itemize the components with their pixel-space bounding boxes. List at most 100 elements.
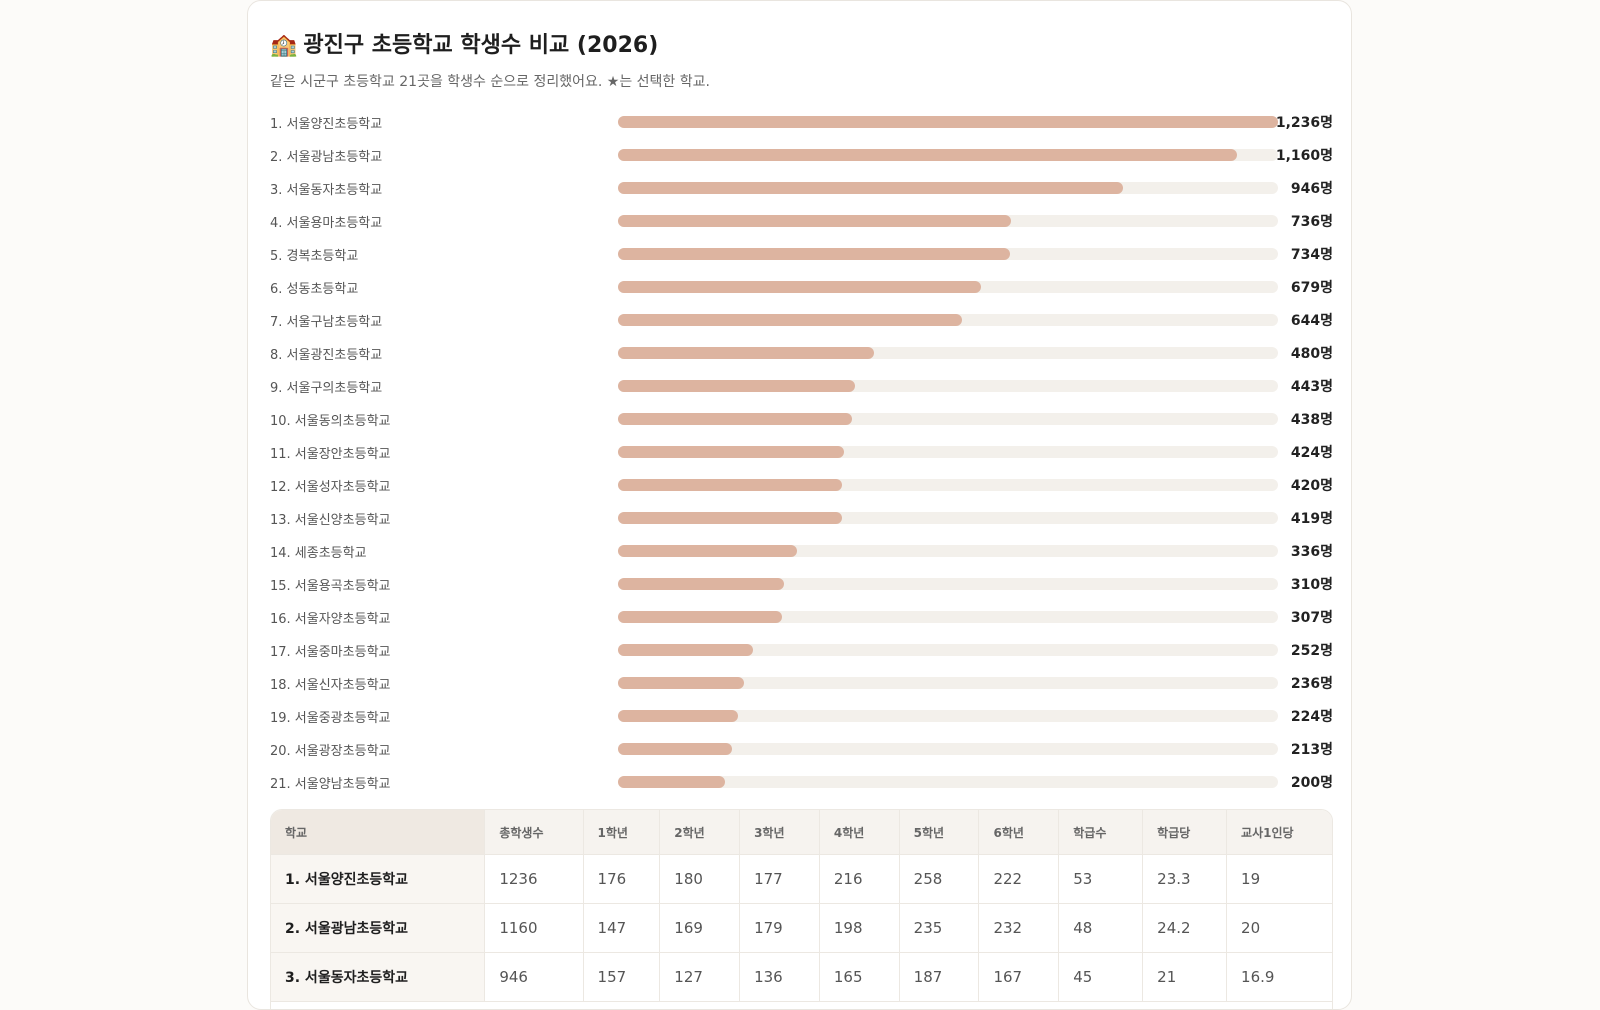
table-cell: 187	[898, 952, 979, 1002]
table-row: 2. 서울광남초등학교 1160 147 169 179 198 235 232 48 24.2 2…	[271, 903, 1332, 953]
table-cell: 165	[818, 952, 900, 1002]
table-cell: 136	[739, 952, 820, 1002]
bar	[618, 644, 753, 656]
table-cell: 147	[582, 903, 660, 953]
table-column-header: 3학년	[739, 810, 820, 855]
table-cell: 177	[739, 854, 820, 904]
bar-category-label: 10. 서울동의초등학교	[270, 414, 391, 429]
bar-row: 3. 서울동자초등학교 946명	[270, 171, 1333, 204]
table-cell: 23.3	[1142, 854, 1227, 904]
bar-track	[618, 446, 1278, 458]
bar-track	[618, 578, 1278, 590]
comparison-card: 🏫 광진구 초등학교 학생수 비교 (2026) 같은 시군구 초등학교 21곳을…	[247, 0, 1352, 1010]
bar-track	[618, 479, 1278, 491]
bar-track	[618, 182, 1278, 194]
bar-value-label: 224명	[1290, 709, 1333, 725]
bar-category-label: 12. 서울성자초등학교	[270, 480, 391, 495]
table-school-name-cell: 2. 서울광남초등학교	[271, 903, 485, 953]
table-cell: 232	[978, 903, 1059, 953]
bar	[618, 347, 874, 359]
table-cell: 21	[1142, 952, 1227, 1002]
bar-track	[618, 149, 1278, 161]
table-cell: 127	[659, 952, 740, 1002]
table-cell: 258	[898, 854, 979, 904]
bar-value-label: 736명	[1290, 214, 1333, 230]
table-cell: 216	[818, 854, 900, 904]
bar-value-label: 336명	[1290, 544, 1333, 560]
bar-value-label: 438명	[1290, 412, 1333, 428]
bar-track	[618, 644, 1278, 656]
bar-category-label: 7. 서울구남초등학교	[270, 315, 383, 330]
bar-value-label: 236명	[1290, 676, 1333, 692]
bar-row: 4. 서울용마초등학교 736명	[270, 204, 1333, 237]
table-cell: 19	[1226, 854, 1332, 904]
bar-category-label: 21. 서울양남초등학교	[270, 777, 391, 792]
bar-track	[618, 611, 1278, 623]
bar-row: 11. 서울장안초등학교 424명	[270, 435, 1333, 468]
bar-row: 18. 서울신자초등학교 236명	[270, 666, 1333, 699]
bar-row: 20. 서울광장초등학교 213명	[270, 732, 1333, 765]
bar-track	[618, 314, 1278, 326]
bar	[618, 380, 855, 392]
bar-row: 9. 서울구의초등학교 443명	[270, 369, 1333, 402]
bar	[618, 512, 842, 524]
bar-category-label: 20. 서울광장초등학교	[270, 744, 391, 759]
bar-track	[618, 677, 1278, 689]
bar	[618, 479, 842, 491]
bar-row: 17. 서울중마초등학교 252명	[270, 633, 1333, 666]
school-stats-table: 학교 총학생수 1학년 2학년 3학년 4학년 5학년 6학년 학급수 학급당 교사1인당 1. 서…	[271, 810, 1332, 1002]
bar	[618, 116, 1278, 128]
table-cell: 24.2	[1142, 903, 1227, 953]
bar	[618, 545, 797, 557]
table-cell: 157	[582, 952, 660, 1002]
table-cell: 180	[659, 854, 740, 904]
bar-track	[618, 743, 1278, 755]
table-cell: 1236	[484, 854, 584, 904]
bar-track	[618, 281, 1278, 293]
table-cell: 167	[978, 952, 1059, 1002]
bar-category-label: 3. 서울동자초등학교	[270, 183, 383, 198]
bar-track	[618, 347, 1278, 359]
table-cell: 1160	[484, 903, 584, 953]
table-cell: 16.9	[1226, 952, 1332, 1002]
bar-track	[618, 776, 1278, 788]
bar-category-label: 5. 경복초등학교	[270, 249, 359, 264]
bar-category-label: 2. 서울광남초등학교	[270, 150, 383, 165]
table-cell: 53	[1058, 854, 1143, 904]
bar	[618, 446, 844, 458]
bar-row: 2. 서울광남초등학교 1,160명	[270, 138, 1333, 171]
bar-track	[618, 215, 1278, 227]
table-cell: 45	[1058, 952, 1143, 1002]
bar-row: 7. 서울구남초등학교 644명	[270, 303, 1333, 336]
bar-category-label: 11. 서울장안초등학교	[270, 447, 391, 462]
bar	[618, 611, 782, 623]
bar	[618, 182, 1123, 194]
bar-value-label: 200명	[1290, 775, 1333, 791]
table-cell: 48	[1058, 903, 1143, 953]
bar-row: 13. 서울신양초등학교 419명	[270, 501, 1333, 534]
bar-value-label: 1,160명	[1275, 148, 1333, 164]
table-row: 3. 서울동자초등학교 946 157 127 136 165 187 167 45 21 16.9	[271, 952, 1332, 1002]
bar	[618, 710, 738, 722]
bar-category-label: 8. 서울광진초등학교	[270, 348, 383, 363]
bar-row: 16. 서울자양초등학교 307명	[270, 600, 1333, 633]
bar-row: 14. 세종초등학교 336명	[270, 534, 1333, 567]
table-column-header: 학급수	[1058, 810, 1143, 855]
bar-track	[618, 710, 1278, 722]
bar-value-label: 307명	[1290, 610, 1333, 626]
bar-row: 12. 서울성자초등학교 420명	[270, 468, 1333, 501]
bar	[618, 248, 1010, 260]
bar-category-label: 9. 서울구의초등학교	[270, 381, 383, 396]
bar	[618, 314, 962, 326]
table-column-header: 학급당	[1142, 810, 1227, 855]
bar-row: 15. 서울용곡초등학교 310명	[270, 567, 1333, 600]
bar-track	[618, 116, 1278, 128]
bar-track	[618, 512, 1278, 524]
bar	[618, 743, 732, 755]
bar-category-label: 1. 서울양진초등학교	[270, 117, 383, 132]
table-cell: 235	[898, 903, 979, 953]
bar-value-label: 734명	[1290, 247, 1333, 263]
bar	[618, 413, 852, 425]
bar-row: 19. 서울중광초등학교 224명	[270, 699, 1333, 732]
bar-value-label: 424명	[1290, 445, 1333, 461]
